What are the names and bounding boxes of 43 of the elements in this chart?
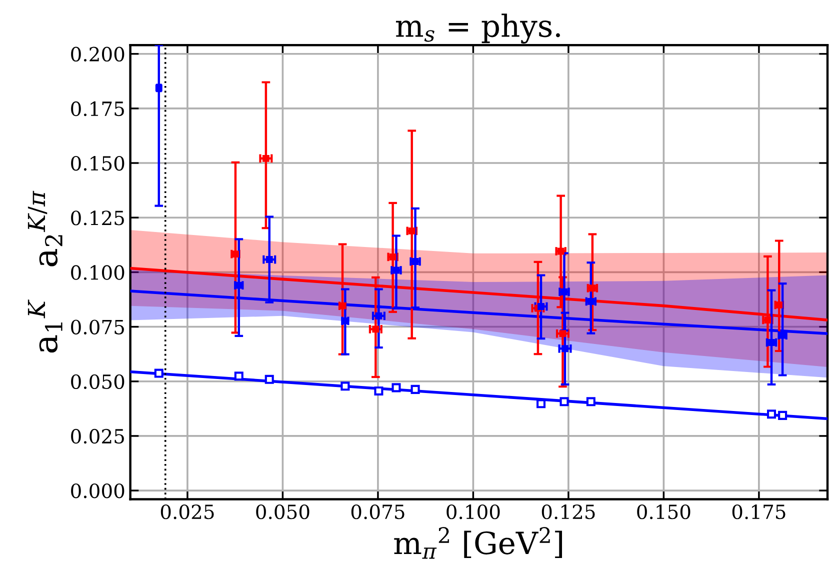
- point: [340, 382, 350, 391]
- point: [154, 368, 164, 378]
- x-tick-label: 0.050: [256, 504, 310, 520]
- y-tick-label: 0.150: [71, 156, 124, 171]
- point: [538, 303, 544, 310]
- point: [262, 154, 270, 162]
- point: [372, 326, 380, 333]
- point: [410, 384, 420, 394]
- point: [375, 312, 382, 320]
- y-tick-label: 0.200: [71, 46, 124, 62]
- y-tick-label: 0.050: [71, 374, 124, 390]
- point: [778, 410, 788, 420]
- point: [408, 227, 416, 234]
- point: [586, 397, 596, 406]
- y-tick-label: 0.075: [71, 320, 124, 334]
- point: [559, 330, 566, 338]
- x-tick-label: 0.150: [637, 504, 690, 520]
- point: [557, 248, 564, 255]
- x-tick-label: 0.175: [732, 504, 786, 520]
- y-tick-label: 0.100: [71, 265, 124, 280]
- y-tick-label: 0.175: [71, 101, 124, 116]
- point: [588, 284, 596, 292]
- point: [264, 374, 274, 384]
- point: [374, 386, 384, 396]
- point: [266, 256, 273, 264]
- y-tick-label: 0.000: [71, 483, 124, 498]
- point: [392, 383, 401, 392]
- y-tick-label: 0.025: [71, 428, 124, 444]
- point: [536, 399, 546, 408]
- point: [562, 345, 568, 352]
- point: [234, 372, 244, 381]
- x-tick-label: 0.125: [542, 504, 595, 520]
- point: [587, 298, 594, 305]
- chart-title: m$_{s}$ = phys.: [396, 14, 560, 44]
- x-tick-label: 0.075: [351, 504, 404, 520]
- point: [766, 410, 776, 419]
- y-tick-label: 0.125: [71, 210, 124, 226]
- x-axis-title: m$_{π}$$^{2}$ [GeV$^{2}$]: [394, 527, 562, 559]
- point: [155, 84, 162, 92]
- point: [560, 397, 569, 406]
- x-tick-label: 0.100: [446, 504, 500, 520]
- text: a$_{1}$$^{K}$ a$_{2}$$^{K/π}$: [28, 190, 62, 353]
- x-tick-label: 0.025: [160, 504, 214, 520]
